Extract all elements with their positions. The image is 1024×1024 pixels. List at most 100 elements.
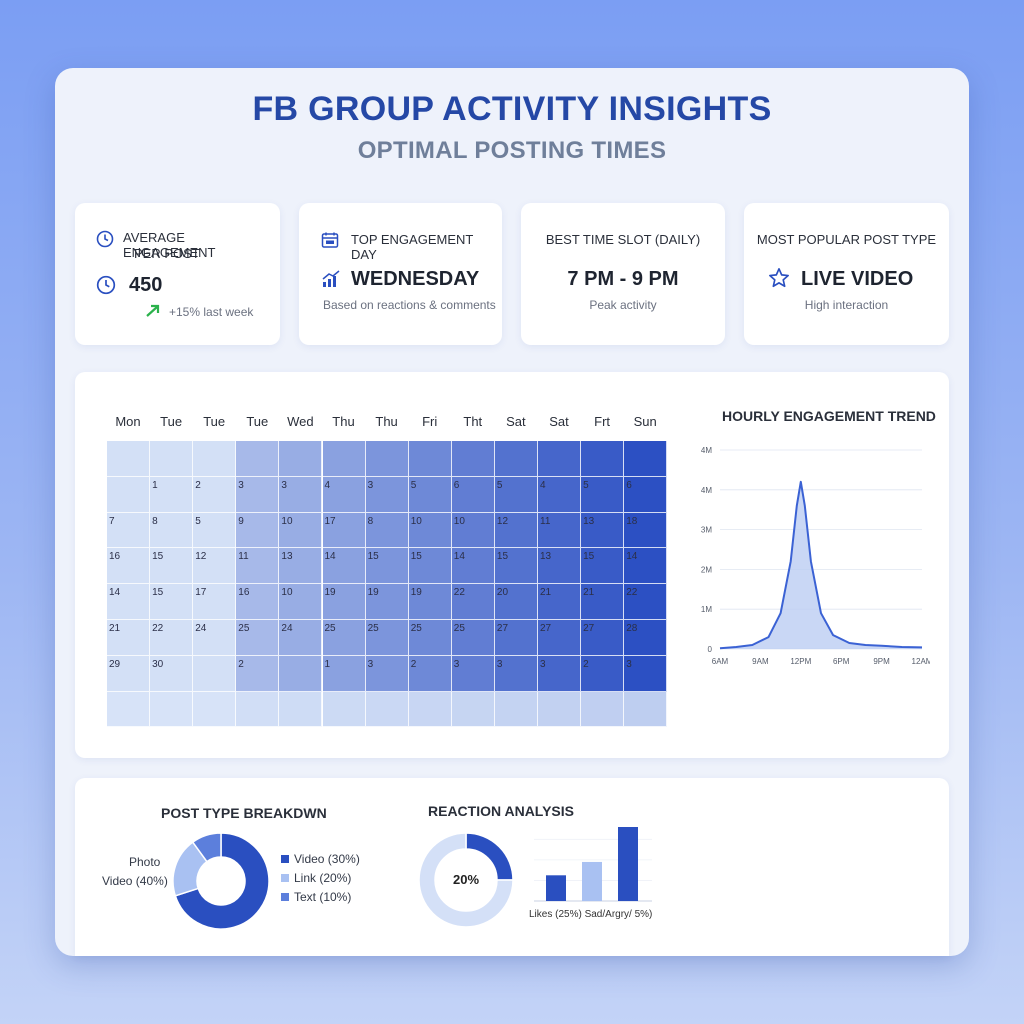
heatmap-cell[interactable] [538,548,582,585]
heatmap-cell[interactable] [236,584,280,620]
heatmap-cell[interactable] [279,476,323,513]
heatmap-cell[interactable] [624,476,668,513]
heatmap-cell[interactable] [150,548,194,585]
heatmap-cell[interactable] [624,691,668,728]
heatmap-cell[interactable] [365,441,409,477]
heatmap-cell[interactable] [107,691,151,728]
heatmap-cell[interactable] [279,441,323,477]
heatmap-cell[interactable] [365,548,409,585]
heatmap-cell[interactable] [451,584,495,620]
heatmap-cell[interactable] [365,691,409,728]
heatmap-cell[interactable] [279,655,323,692]
heatmap-cell[interactable] [322,620,366,656]
heatmap-cell[interactable] [538,512,582,549]
heatmap-cell[interactable] [107,512,151,549]
heatmap-cell[interactable] [150,512,194,549]
heatmap-cell[interactable] [451,476,495,513]
heatmap-cell[interactable] [494,691,538,728]
heatmap-cell[interactable] [408,620,452,656]
heatmap-cell[interactable] [624,512,668,549]
heatmap-cell[interactable] [193,441,237,477]
heatmap-cell[interactable] [279,620,323,656]
heatmap-cell[interactable] [494,620,538,656]
heatmap-cell[interactable] [322,476,366,513]
heatmap-cell[interactable] [107,620,151,656]
heatmap-cell[interactable] [408,548,452,585]
heatmap-cell[interactable] [494,512,538,549]
heatmap-cell[interactable] [538,655,582,692]
heatmap-cell[interactable] [193,548,237,585]
heatmap-cell[interactable] [624,655,668,692]
heatmap-cell[interactable] [538,584,582,620]
heatmap-cell[interactable] [408,512,452,549]
heatmap-cell[interactable] [365,512,409,549]
heatmap-cell[interactable] [451,441,495,477]
heatmap-cell[interactable] [451,548,495,585]
heatmap-cell[interactable] [624,441,668,477]
heatmap-cell[interactable] [365,584,409,620]
heatmap-cell[interactable] [236,655,280,692]
heatmap-cell[interactable] [494,476,538,513]
heatmap-cell[interactable] [451,620,495,656]
avg-engagement-card[interactable]: AVERAGE ENGAGEMENT PER POST 450 +15% las… [75,203,280,345]
heatmap-cell[interactable] [538,476,582,513]
heatmap-cell[interactable] [581,620,625,656]
heatmap-cell[interactable] [365,655,409,692]
heatmap-cell[interactable] [150,584,194,620]
heatmap-cell[interactable] [581,476,625,513]
heatmap-cell[interactable] [193,476,237,513]
heatmap-cell[interactable] [451,512,495,549]
heatmap-cell[interactable] [408,691,452,728]
heatmap-cell[interactable] [365,476,409,513]
heatmap-cell[interactable] [150,691,194,728]
heatmap-cell[interactable] [150,620,194,656]
heatmap-cell[interactable] [365,620,409,656]
heatmap-cell[interactable] [538,620,582,656]
heatmap-cell[interactable] [581,655,625,692]
top-day-card[interactable]: TOP ENGAGEMENT DAY WEDNESDAY Based on re… [299,203,502,345]
heatmap-cell[interactable] [107,476,151,513]
heatmap-cell[interactable] [107,584,151,620]
heatmap-cell[interactable] [408,655,452,692]
heatmap-cell[interactable] [150,655,194,692]
heatmap-cell[interactable] [494,584,538,620]
heatmap-cell[interactable] [538,441,582,477]
heatmap-cell[interactable] [236,512,280,549]
heatmap-cell[interactable] [408,441,452,477]
heatmap-cell[interactable] [494,655,538,692]
heatmap-cell[interactable] [193,584,237,620]
heatmap-cell[interactable] [236,691,280,728]
heatmap-cell[interactable] [107,548,151,585]
heatmap-cell[interactable] [451,691,495,728]
heatmap-cell[interactable] [193,620,237,656]
heatmap-cell[interactable] [408,584,452,620]
heatmap-cell[interactable] [581,691,625,728]
heatmap-cell[interactable] [581,512,625,549]
heatmap-cell[interactable] [279,691,323,728]
heatmap-cell[interactable] [494,548,538,585]
best-slot-card[interactable]: BEST TIME SLOT (DAILY) 7 PM - 9 PM Peak … [521,203,725,345]
heatmap-cell[interactable] [279,512,323,549]
heatmap-cell[interactable] [193,691,237,728]
heatmap-cell[interactable] [322,512,366,549]
heatmap-cell[interactable] [279,584,323,620]
popular-type-card[interactable]: MOST POPULAR POST TYPE LIVE VIDEO High i… [744,203,949,345]
heatmap-cell[interactable] [322,584,366,620]
heatmap-cell[interactable] [236,548,280,585]
heatmap-cell[interactable] [322,655,366,692]
heatmap-cell[interactable] [193,655,237,692]
heatmap-cell[interactable] [581,548,625,585]
heatmap-cell[interactable] [538,691,582,728]
heatmap-cell[interactable] [150,441,194,477]
heatmap-cell[interactable] [322,441,366,477]
heatmap-cell[interactable] [451,655,495,692]
heatmap-cell[interactable] [193,512,237,549]
heatmap-cell[interactable] [107,655,151,692]
heatmap-cell[interactable] [236,476,280,513]
heatmap-cell[interactable] [494,441,538,477]
heatmap-cell[interactable] [236,441,280,477]
heatmap-cell[interactable] [624,620,668,656]
heatmap-cell[interactable] [279,548,323,585]
heatmap-cell[interactable] [107,441,151,477]
heatmap-cell[interactable] [624,584,668,620]
